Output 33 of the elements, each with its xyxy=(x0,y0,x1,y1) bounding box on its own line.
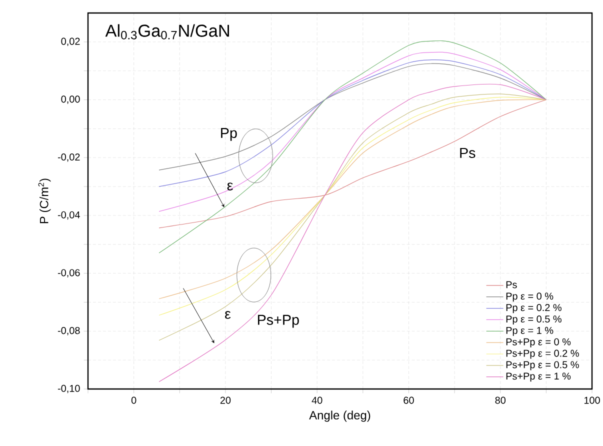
y-tick-label: 0,02 xyxy=(61,38,80,46)
annotation: Ps+Pp xyxy=(258,314,299,328)
x-tick-label: 0 xyxy=(131,396,136,404)
x-tick-label: 20 xyxy=(220,396,231,404)
legend-label: Ps+Pp ε = 0 % xyxy=(506,338,571,348)
y-tick-label: 0,00 xyxy=(61,96,80,104)
legend-label: Pp ε = 1 % xyxy=(506,326,554,336)
x-tick-label: 80 xyxy=(495,396,506,404)
y-tick-label: -0,08 xyxy=(58,327,80,336)
line-series xyxy=(158,99,546,228)
annotation: ε xyxy=(225,311,231,319)
y-tick-label: -0,02 xyxy=(58,154,80,162)
y-tick-label: -0,06 xyxy=(58,269,80,278)
annotation: Pp xyxy=(221,128,237,141)
line-series xyxy=(158,52,546,212)
line-series xyxy=(158,40,546,254)
y-tick-label: -0,04 xyxy=(58,211,80,220)
x-axis-title: Angle (deg) xyxy=(309,410,370,422)
annotation: Ps xyxy=(460,148,476,158)
x-tick-label: 40 xyxy=(312,396,322,404)
legend-label: Ps xyxy=(506,281,517,288)
legend-label: Pp ε = 0.5 % xyxy=(506,316,562,325)
y-tick-label: -0,10 xyxy=(58,384,80,394)
legend-label: Ps+Pp ε = 1 % xyxy=(506,372,571,382)
legend-label: Pp ε = 0.2 % xyxy=(506,304,562,314)
legend-label: Ps+Pp ε = 0.5 % xyxy=(506,361,579,370)
y-axis-title: P (C/m$^{2}$) xyxy=(38,178,51,224)
text: Al$_{0.3}$Ga$_{0.7}$N/GaN xyxy=(105,24,229,40)
legend-label: Ps+Pp ε = 0.2 % xyxy=(506,350,579,359)
legend-label: Pp ε = 0 % xyxy=(506,292,554,302)
x-tick-label: 60 xyxy=(404,396,414,404)
x-tick-label: 100 xyxy=(584,396,600,404)
annotation: ε xyxy=(227,182,233,190)
